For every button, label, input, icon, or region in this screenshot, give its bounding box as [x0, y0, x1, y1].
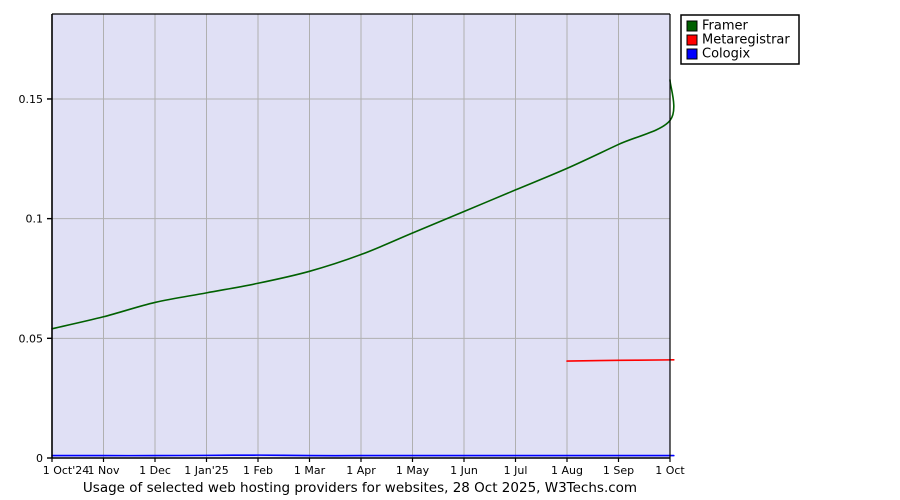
legend-swatch-framer	[686, 20, 698, 32]
y-tick-label: 0	[36, 452, 43, 465]
x-tick-label: 1 Sep	[603, 464, 634, 477]
x-tick-label: 1 Jul	[504, 464, 528, 477]
x-axis-tick-labels: 1 Oct'241 Nov 1 Dec 1 Jan'25 1 Feb 1 Mar 1 Ap…	[43, 464, 686, 477]
x-axis-tick-marks	[51, 458, 671, 462]
x-tick-label: 1 Oct'24	[43, 464, 90, 477]
legend-swatch-metaregistrar	[686, 34, 698, 46]
legend-label-framer: Framer	[702, 19, 749, 34]
y-tick-label: 0.05	[19, 332, 44, 345]
x-tick-label: 1 Dec	[139, 464, 171, 477]
x-tick-label: 1 Jan'25	[184, 464, 228, 477]
chart-caption: Usage of selected web hosting providers …	[83, 480, 637, 496]
x-tick-label: 1 May	[396, 464, 430, 477]
legend-swatch-cologix	[686, 48, 698, 60]
x-tick-label: 1 Oct	[655, 464, 685, 477]
x-tick-label: 1 Aug	[551, 464, 583, 477]
legend-border	[680, 14, 800, 65]
x-tick-label: 1 Nov	[88, 464, 120, 477]
series-lines	[51, 79, 675, 457]
x-tick-label: 1 Mar	[294, 464, 326, 477]
legend-label-metaregistrar: Metaregistrar	[702, 33, 790, 48]
y-axis-tick-labels: 0 0.05 0.1 0.15	[19, 93, 44, 465]
series-line-metaregistrar	[566, 359, 675, 362]
x-tick-label: 1 Apr	[346, 464, 376, 477]
x-tick-label: 1 Jun	[450, 464, 478, 477]
y-tick-label: 0.1	[26, 213, 44, 226]
y-axis-tick-marks	[47, 98, 52, 459]
series-line-cologix	[51, 454, 675, 457]
x-tick-label: 1 Feb	[243, 464, 273, 477]
y-tick-label: 0.15	[19, 93, 44, 106]
legend-label-cologix: Cologix	[702, 47, 750, 62]
series-line-framer	[51, 79, 675, 330]
